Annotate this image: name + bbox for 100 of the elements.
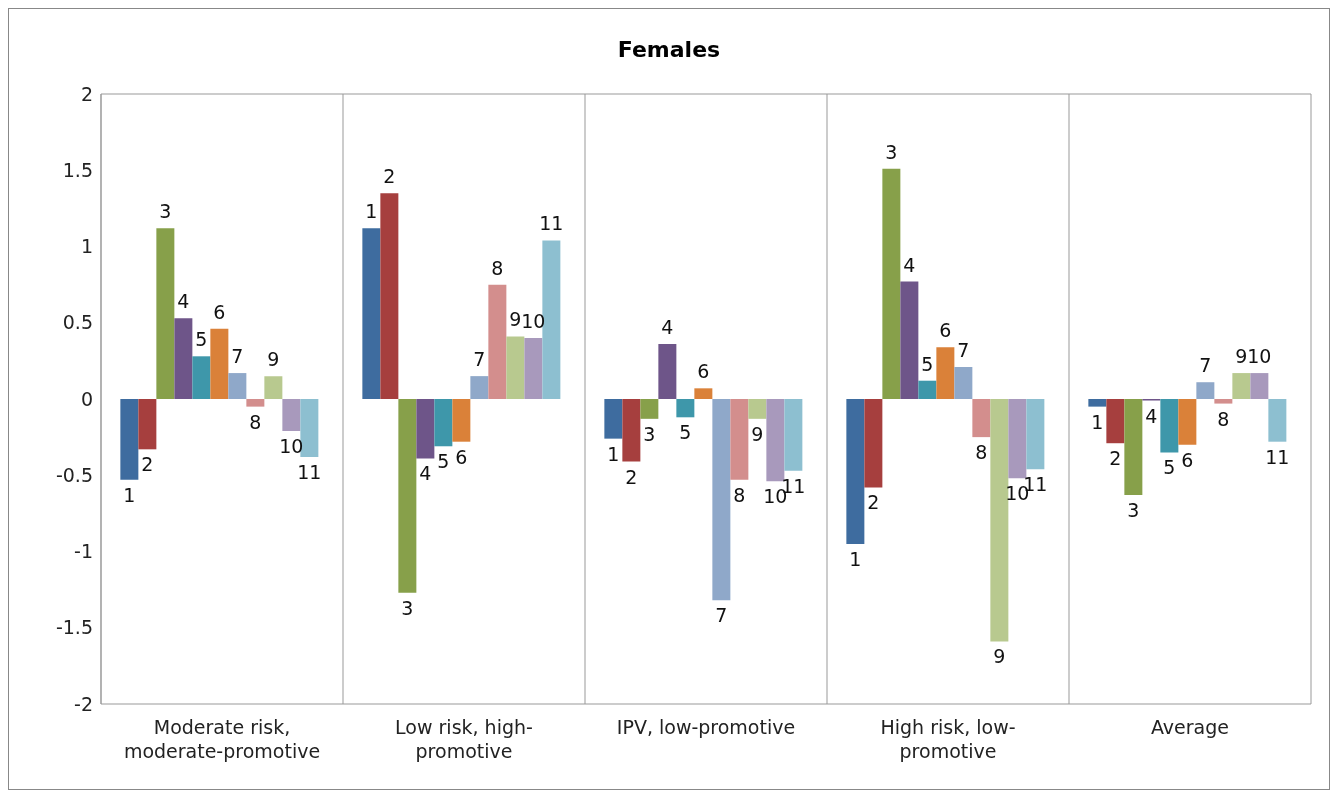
text: 1 <box>365 200 378 223</box>
y-tick-label: -2 <box>74 692 93 715</box>
text: 2 <box>383 165 396 188</box>
text: 10 <box>1247 345 1272 368</box>
text: 1 <box>1091 410 1104 433</box>
series-label: 6 <box>455 445 468 468</box>
text: 8 <box>491 256 504 279</box>
bar <box>712 399 731 601</box>
bar <box>676 399 695 418</box>
text: 1 <box>849 547 862 570</box>
text: 6 <box>1181 448 1194 471</box>
bar <box>524 338 543 399</box>
series-label: 8 <box>249 410 262 433</box>
y-tick-label: -1 <box>74 540 93 563</box>
series-label: 4 <box>1145 404 1158 427</box>
text: 7 <box>231 345 244 368</box>
text: 11 <box>539 212 564 235</box>
bar <box>362 228 381 399</box>
text: 1 <box>607 442 620 465</box>
bar <box>766 399 785 482</box>
bar <box>300 399 319 457</box>
text: 4 <box>419 462 432 485</box>
bar <box>864 399 883 488</box>
bar <box>604 399 623 439</box>
y-tick-label: 1 <box>80 235 93 258</box>
text: 3 <box>643 422 656 445</box>
bar <box>954 366 973 399</box>
bar <box>694 388 713 399</box>
text: 9 <box>1235 345 1248 368</box>
bar <box>900 281 919 399</box>
bar <box>380 193 399 399</box>
bar <box>936 347 955 399</box>
text: 8 <box>975 441 988 464</box>
text: 7 <box>957 338 970 361</box>
bar <box>882 168 901 399</box>
bar <box>1026 399 1045 470</box>
text: 2 <box>867 491 880 514</box>
bar <box>1214 399 1233 404</box>
bar <box>156 228 175 399</box>
y-tick-label: 0 <box>80 387 93 410</box>
text: 9 <box>509 308 522 331</box>
text: 8 <box>733 483 746 506</box>
text: 8 <box>1217 407 1230 430</box>
series-label: 1 <box>123 483 136 506</box>
text: 6 <box>213 300 226 323</box>
bar <box>1196 382 1215 399</box>
text: 7 <box>473 348 486 371</box>
text: 9 <box>267 348 280 371</box>
bar <box>174 318 193 399</box>
text: 3 <box>885 140 898 163</box>
series-label: 5 <box>437 450 450 473</box>
bar <box>506 336 525 399</box>
y-tick-label: 1.5 <box>62 158 93 181</box>
text: 10 <box>521 310 546 332</box>
bar <box>434 399 453 447</box>
series-label: 3 <box>401 596 414 619</box>
bar <box>416 399 435 459</box>
bar <box>990 399 1009 642</box>
text: 5 <box>679 421 692 444</box>
bar <box>264 376 283 399</box>
bar <box>1160 399 1179 453</box>
bar <box>282 399 301 432</box>
text: 7 <box>1199 354 1212 377</box>
x-tick-label: Average <box>1150 716 1230 738</box>
bar <box>1268 399 1287 442</box>
bar <box>972 399 991 438</box>
text: 2 <box>1109 447 1122 470</box>
bar <box>452 399 471 442</box>
bar <box>918 380 937 399</box>
text: 5 <box>1163 456 1176 479</box>
bar <box>210 328 229 399</box>
bar <box>246 399 265 407</box>
x-tick-label: High risk, low-promotive <box>880 716 1016 762</box>
series-label: 9 <box>993 645 1006 668</box>
bar <box>1106 399 1125 444</box>
text: 4 <box>903 253 916 276</box>
x-tick-label: Low risk, high-promotive <box>395 716 533 762</box>
series-label: 10 <box>279 435 304 458</box>
bar <box>784 399 803 471</box>
series-label: 7 <box>715 604 728 627</box>
bar <box>488 284 507 399</box>
bar <box>192 356 211 399</box>
chart-title: Females <box>616 37 722 62</box>
bar <box>1178 399 1197 445</box>
bar <box>398 399 417 593</box>
bar <box>622 399 641 462</box>
series-label: 2 <box>625 465 638 488</box>
text: 4 <box>177 290 190 313</box>
bar <box>138 399 157 450</box>
bar <box>1250 373 1269 399</box>
y-tick-label: 2 <box>80 82 93 105</box>
x-tick-label: Moderate risk, moderate-promotive <box>123 716 321 762</box>
bar <box>846 399 865 544</box>
text: 6 <box>697 360 710 383</box>
bar <box>1088 399 1107 407</box>
bar <box>1008 399 1027 479</box>
bar <box>1232 373 1251 399</box>
bar <box>228 373 247 399</box>
text: 11 <box>297 460 322 483</box>
text: 2 <box>141 453 154 476</box>
